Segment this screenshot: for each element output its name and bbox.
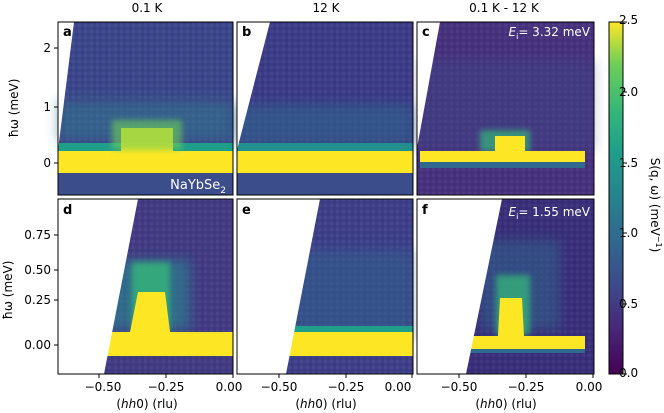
panel-e: e [236,198,414,375]
colorbar-tick-5: 2.5 [619,13,638,27]
panel-b: b [236,21,414,196]
xtick-col1-2: 0.00 [216,380,243,394]
xtick-col2-1: −0.25 [328,380,365,394]
x-label-col2: (hh0) (rlu) [295,397,356,411]
top-y-axis: 0 1 2 ħω (meV) [7,41,58,170]
panel-label-e: e [242,203,251,218]
colorbar: 0.0 0.5 1.0 1.5 2.0 2.5 S(q, ω) (meV−1) [608,13,663,380]
column-title-3: 0.1 K - 12 K [469,1,540,15]
bottom-y-label: ħω (meV) [1,261,15,320]
top-ytick-0: 0 [43,156,51,170]
bottom-ytick-3: 0.75 [24,228,51,242]
x-label-col1: (hh0) (rlu) [116,397,177,411]
x-axis-col1: −0.50 −0.25 0.00 (hh0) (rlu) [85,374,243,411]
colorbar-tick-0: 0.0 [619,366,638,380]
bottom-y-axis: 0.00 0.25 0.50 0.75 ħω (meV) [1,228,58,352]
top-y-label: ħω (meV) [7,79,21,138]
bottom-ytick-0: 0.00 [24,338,51,352]
xtick-col3-0: −0.50 [441,380,478,394]
sample-label: NaYbSe2 [170,178,226,196]
panel-label-a: a [63,25,72,40]
energy-annotation-bottom: Ei= 1.55 meV [508,205,590,221]
panel-label-d: d [63,203,72,218]
column-title-1: 0.1 K [132,1,164,15]
panel-d: d [57,198,234,375]
xtick-col3-1: −0.25 [508,380,545,394]
x-label-col3: (hh0) (rlu) [475,397,536,411]
panel-c: c Ei= 3.32 meV [416,21,595,196]
top-ytick-2: 2 [43,41,51,55]
column-title-2: 12 K [313,1,341,15]
panel-f: f Ei= 1.55 meV [416,198,595,375]
colorbar-tick-4: 2.0 [619,85,638,99]
panel-label-b: b [242,25,251,40]
xtick-col1-0: −0.50 [85,380,122,394]
x-axis-col2: −0.50 −0.25 0.00 (hh0) (rlu) [261,374,413,411]
xtick-col1-1: −0.25 [148,380,185,394]
xtick-col2-2: 0.00 [385,380,412,394]
panel-label-c: c [422,25,430,40]
bottom-ytick-1: 0.25 [24,293,51,307]
energy-annotation-top: Ei= 3.32 meV [508,25,590,41]
top-ytick-1: 1 [43,100,51,114]
x-axis-col3: −0.50 −0.25 0.00 (hh0) (rlu) [441,374,603,411]
colorbar-tick-1: 0.5 [619,297,638,311]
xtick-col3-2: 0.00 [576,380,603,394]
panel-label-f: f [422,203,428,218]
xtick-col2-0: −0.50 [261,380,298,394]
bottom-ytick-2: 0.50 [24,263,51,277]
colorbar-tick-3: 1.5 [619,156,638,170]
panel-a: a NaYbSe2 [57,21,234,196]
colorbar-tick-2: 1.0 [619,226,638,240]
colorbar-label: S(q, ω) (meV−1) [648,158,663,253]
